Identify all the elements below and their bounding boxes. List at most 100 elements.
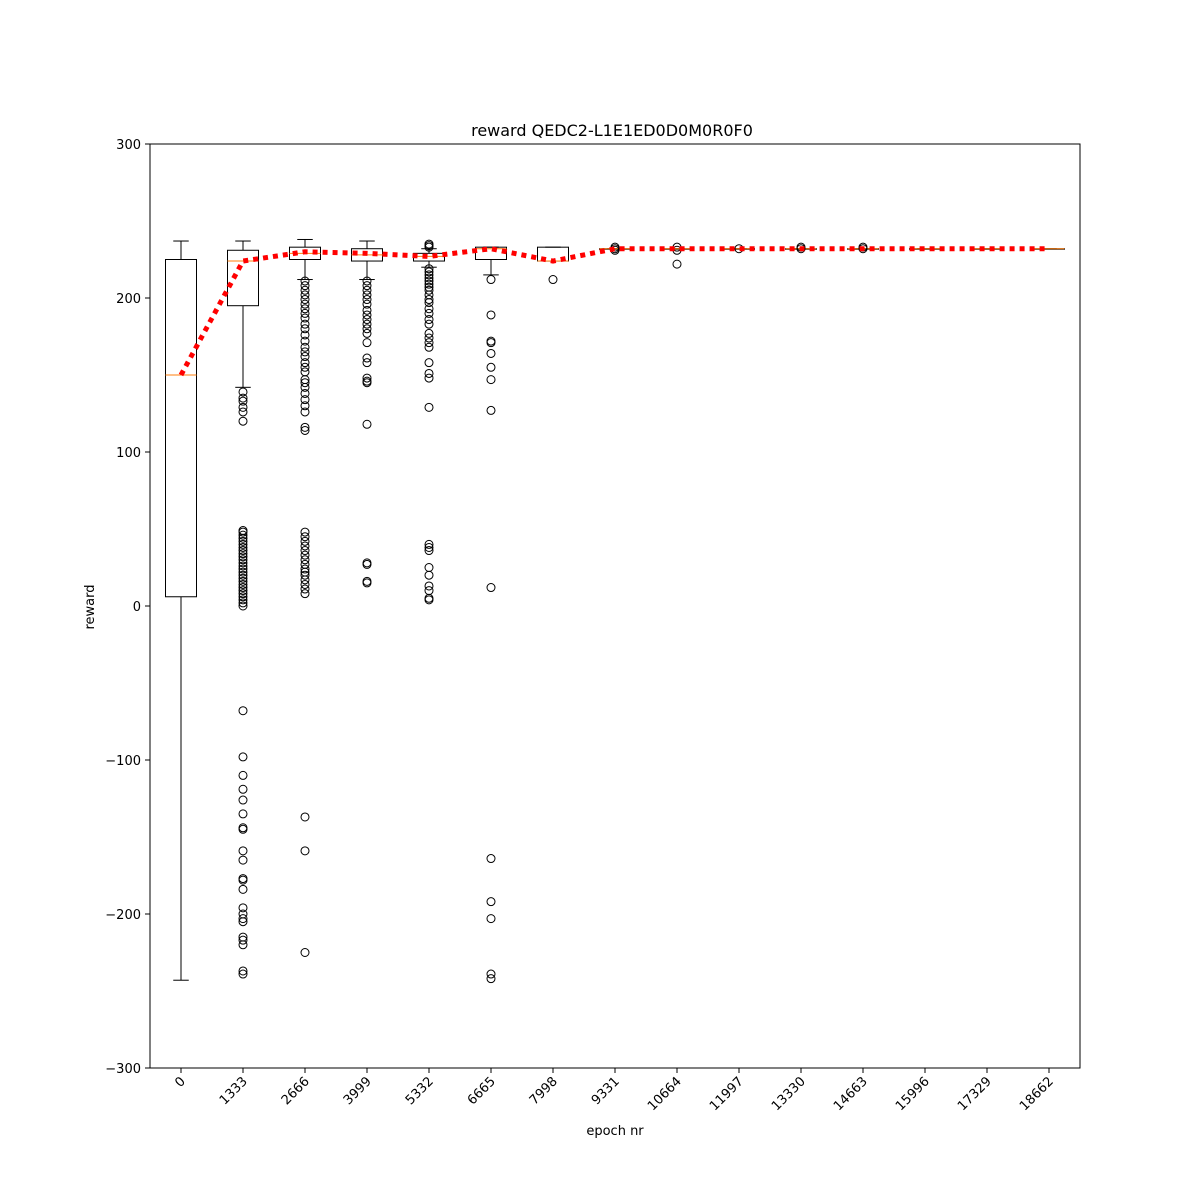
outlier-point bbox=[362, 295, 372, 305]
outlier-point bbox=[300, 324, 310, 334]
y-tick-label: 100 bbox=[116, 446, 141, 461]
outlier-point bbox=[238, 855, 248, 865]
outlier-point bbox=[300, 304, 310, 314]
outlier-point bbox=[362, 285, 372, 295]
outlier-point bbox=[238, 940, 248, 950]
outlier-point bbox=[300, 527, 310, 537]
y-tick-label: −200 bbox=[105, 908, 141, 923]
outlier-point bbox=[300, 541, 310, 551]
outlier-point bbox=[238, 586, 248, 596]
outlier-point bbox=[300, 584, 310, 594]
outlier-point bbox=[238, 598, 248, 608]
outlier-point bbox=[238, 530, 248, 540]
y-tick-label: 300 bbox=[116, 138, 141, 153]
outlier-point bbox=[424, 358, 434, 368]
outlier-point bbox=[300, 276, 310, 286]
plot-layer bbox=[165, 238, 1065, 984]
outlier-point bbox=[362, 328, 372, 338]
y-axis: −300 −200 −100 0 100 200 300 bbox=[105, 138, 150, 1077]
outlier-point bbox=[238, 601, 248, 611]
outlier-point bbox=[300, 536, 310, 546]
outlier-point bbox=[300, 362, 310, 372]
outlier-point bbox=[486, 310, 496, 320]
outlier-point bbox=[424, 276, 434, 286]
outlier-point bbox=[300, 401, 310, 411]
outlier-point bbox=[238, 824, 248, 834]
outlier-point bbox=[424, 546, 434, 556]
outlier-point bbox=[486, 275, 496, 285]
outlier-point bbox=[300, 281, 310, 291]
outlier-point bbox=[424, 368, 434, 378]
outlier-point bbox=[238, 561, 248, 571]
box-6665 bbox=[475, 246, 507, 984]
outlier-point bbox=[486, 914, 496, 924]
outlier-point bbox=[300, 290, 310, 300]
outlier-point bbox=[424, 285, 434, 295]
outlier-point bbox=[300, 407, 310, 417]
outlier-point bbox=[300, 532, 310, 542]
outlier-point bbox=[238, 784, 248, 794]
outlier-point bbox=[424, 295, 434, 305]
outlier-point bbox=[238, 407, 248, 417]
y-axis-label: reward bbox=[83, 584, 98, 629]
outlier-point bbox=[300, 550, 310, 560]
box-3999 bbox=[351, 240, 383, 588]
y-tick-label: −100 bbox=[105, 754, 141, 769]
outlier-point bbox=[362, 281, 372, 291]
outlier-point bbox=[300, 575, 310, 585]
outlier-point bbox=[300, 342, 310, 352]
box-2666 bbox=[289, 238, 321, 957]
mean-line bbox=[178, 246, 1049, 377]
outlier-point bbox=[424, 402, 434, 412]
y-tick-label: 200 bbox=[116, 292, 141, 307]
outlier-point bbox=[424, 264, 434, 274]
outlier-point bbox=[238, 527, 248, 537]
x-axis-label: epoch nr bbox=[586, 1124, 644, 1139]
outlier-point bbox=[424, 315, 434, 325]
outlier-point bbox=[238, 570, 248, 580]
outlier-point bbox=[362, 324, 372, 334]
box-iqr bbox=[475, 246, 507, 260]
outlier-point bbox=[300, 347, 310, 357]
outlier-point bbox=[424, 595, 434, 605]
outlier-point bbox=[300, 948, 310, 957]
outlier-point bbox=[300, 295, 310, 305]
outlier-point bbox=[300, 308, 310, 318]
box-17329 bbox=[971, 248, 1003, 250]
outlier-point bbox=[362, 578, 372, 588]
outlier-point bbox=[300, 564, 310, 574]
outlier-point bbox=[238, 555, 248, 565]
outlier-point bbox=[486, 362, 496, 372]
outlier-point bbox=[362, 419, 372, 429]
outlier-point bbox=[238, 573, 248, 583]
outlier-point bbox=[424, 342, 434, 352]
outlier-point bbox=[424, 373, 434, 383]
outlier-point bbox=[424, 298, 434, 308]
outlier-point bbox=[238, 552, 248, 562]
outlier-point bbox=[424, 333, 434, 343]
outlier-point bbox=[486, 375, 496, 385]
chart-title: reward QEDC2-L1E1ED0D0M0R0F0 bbox=[471, 121, 753, 140]
outlier-point bbox=[424, 308, 434, 318]
outlier-point bbox=[362, 353, 372, 363]
outlier-point bbox=[300, 358, 310, 368]
outlier-point bbox=[238, 935, 248, 945]
outlier-point bbox=[486, 897, 496, 907]
outlier-point bbox=[424, 279, 434, 289]
outlier-point bbox=[424, 570, 434, 580]
outlier-point bbox=[238, 564, 248, 574]
outlier-point bbox=[238, 387, 248, 397]
outlier-point bbox=[424, 319, 434, 329]
outlier-point bbox=[238, 914, 248, 924]
outlier-point bbox=[238, 583, 248, 593]
outlier-point bbox=[238, 917, 248, 927]
outlier-point bbox=[362, 378, 372, 388]
outlier-point bbox=[238, 396, 248, 406]
outlier-point bbox=[238, 533, 248, 543]
outlier-point bbox=[238, 969, 248, 979]
outlier-point bbox=[238, 393, 248, 403]
outlier-point bbox=[300, 570, 310, 580]
outlier-point bbox=[300, 336, 310, 346]
